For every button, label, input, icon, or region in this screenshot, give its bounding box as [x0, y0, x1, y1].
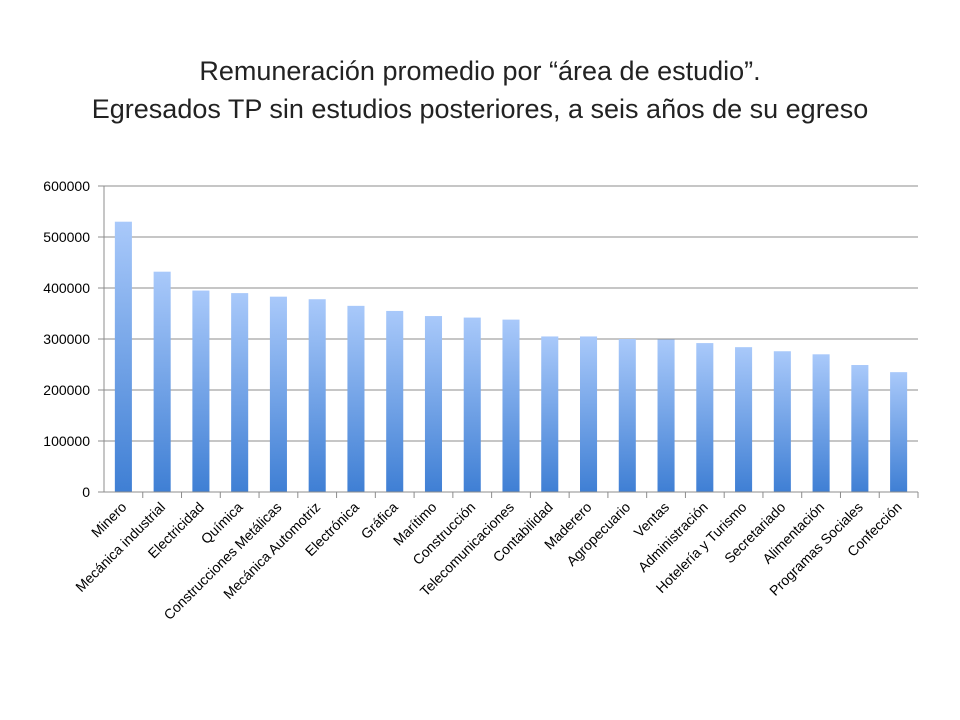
y-tick-label: 200000: [43, 382, 90, 398]
bar: [114, 221, 132, 492]
bar: [618, 339, 636, 492]
y-tick-label: 400000: [43, 280, 90, 296]
slide-title: Remuneración promedio por “área de estud…: [0, 52, 960, 128]
y-tick-label: 100000: [43, 433, 90, 449]
bar: [347, 305, 365, 492]
bar: [463, 317, 481, 492]
bar: [580, 336, 598, 492]
bar: [851, 365, 869, 492]
bar: [735, 347, 753, 492]
title-line-1: Remuneración promedio por “área de estud…: [199, 56, 761, 86]
bar: [269, 296, 287, 492]
y-tick-label: 0: [82, 484, 90, 500]
bar: [696, 343, 714, 492]
y-tick-label: 600000: [43, 178, 90, 194]
title-line-2: Egresados TP sin estudios posteriores, a…: [91, 94, 869, 124]
bar: [890, 372, 908, 492]
bar: [231, 293, 249, 492]
y-tick-label: 300000: [43, 331, 90, 347]
bar: [541, 336, 559, 492]
bars: [114, 221, 908, 492]
y-axis-tick-labels: 0 100000 200000 300000 400000 500000 600000: [43, 178, 90, 500]
bar: [657, 339, 675, 492]
bar: [153, 271, 171, 492]
bar: [502, 319, 520, 492]
bar: [386, 310, 404, 492]
axes: [98, 185, 919, 498]
bar: [773, 351, 791, 492]
bar: [192, 290, 210, 492]
bar: [308, 299, 326, 492]
y-tick-label: 500000: [43, 229, 90, 245]
bar: [812, 354, 830, 492]
bar: [424, 316, 443, 492]
